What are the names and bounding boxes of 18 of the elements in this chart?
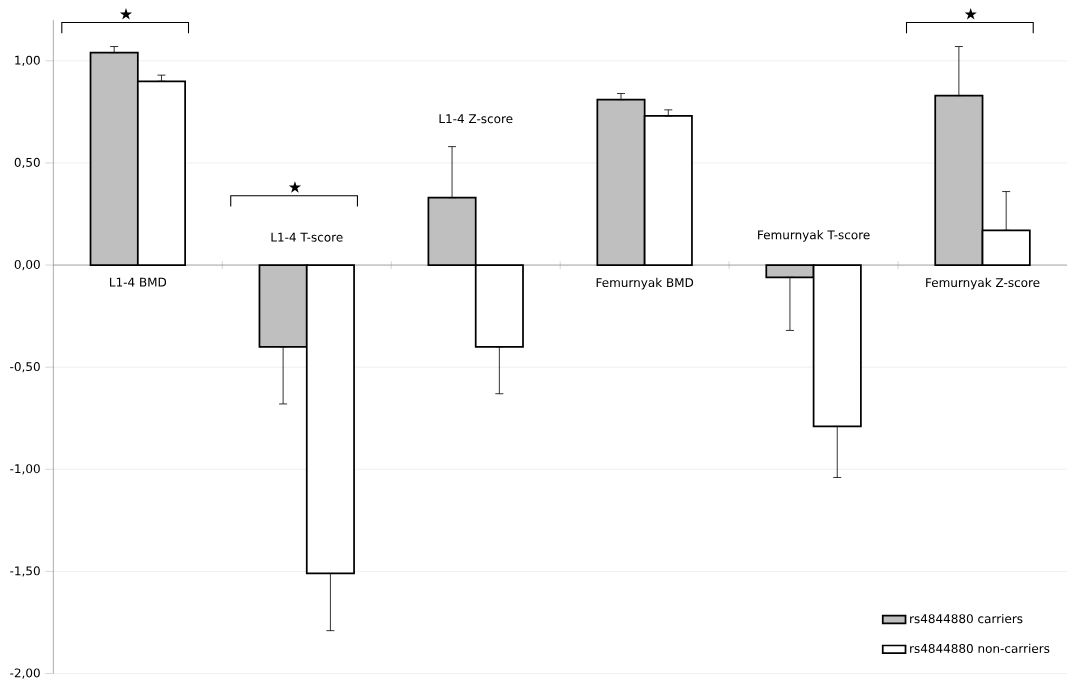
x-tick-label: L1-4 Z-score — [439, 114, 513, 124]
x-tick-label: L1-4 T-score — [271, 232, 343, 242]
y-tick-label: -1,00 — [10, 464, 40, 475]
y-tick-label: -1,50 — [10, 566, 40, 577]
y-tick-label: -2,00 — [10, 668, 40, 679]
x-tick-label: Femurnyak Z-score — [926, 277, 1040, 290]
y-tick-label: 1,00 — [15, 55, 40, 66]
x-tick-label: Femurnyak T-score — [758, 229, 870, 242]
legend-label: rs4844880 carriers — [910, 613, 1023, 624]
text: ★ — [964, 7, 977, 20]
x-tick-label: L1-4 BMD — [110, 277, 167, 287]
legend-label: rs4844880 non-carriers — [910, 643, 1050, 653]
y-tick-label: -0,50 — [10, 361, 40, 373]
annotation: ★ — [288, 181, 302, 193]
text: ★ — [119, 7, 133, 20]
x-tick-label: Femurnyak BMD — [596, 277, 694, 290]
y-tick-label: 0,50 — [14, 157, 40, 169]
y-tick-label: 0,00 — [14, 259, 40, 271]
